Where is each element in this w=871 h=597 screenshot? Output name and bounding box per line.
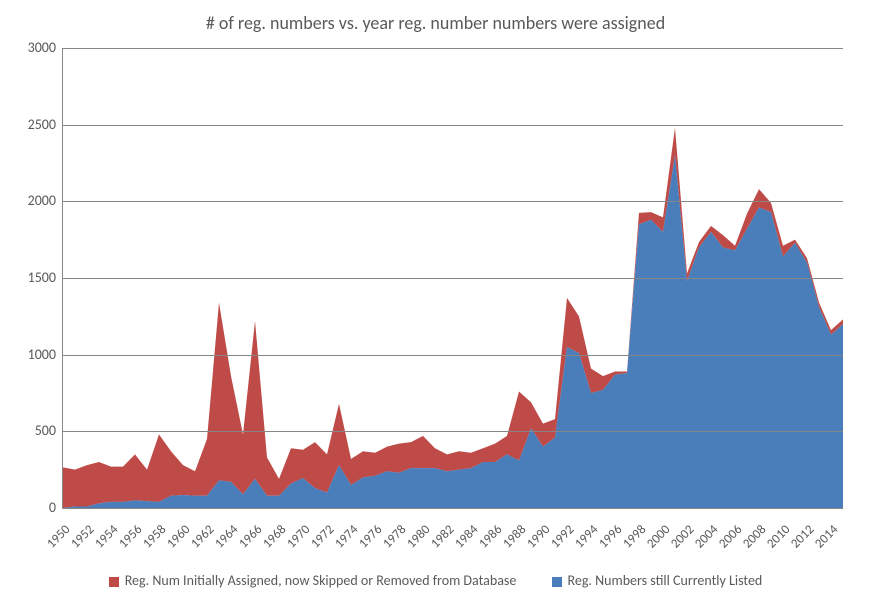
y-tick-label: 1000 xyxy=(0,348,56,362)
x-axis-ticks: 1950195219541956195819601962196419661968… xyxy=(62,512,842,552)
y-tick-label: 3000 xyxy=(0,41,56,55)
gridline xyxy=(63,125,843,126)
legend-swatch-removed xyxy=(109,577,119,587)
y-tick-label: 500 xyxy=(0,424,56,438)
plot-area xyxy=(62,48,843,509)
legend-label-current: Reg. Numbers still Currently Listed xyxy=(568,572,763,589)
gridline xyxy=(63,355,843,356)
gridline xyxy=(63,278,843,279)
legend-swatch-current xyxy=(552,577,562,587)
y-tick-label: 2500 xyxy=(0,118,56,132)
gridline xyxy=(63,48,843,49)
legend-item-removed: Reg. Num Initially Assigned, now Skipped… xyxy=(109,572,517,589)
y-tick-label: 1500 xyxy=(0,271,56,285)
legend-label-removed: Reg. Num Initially Assigned, now Skipped… xyxy=(125,572,517,589)
y-tick-label: 0 xyxy=(0,501,56,515)
chart-container: # of reg. numbers vs. year reg. number n… xyxy=(0,0,871,597)
legend: Reg. Num Initially Assigned, now Skipped… xyxy=(0,571,871,589)
legend-item-current: Reg. Numbers still Currently Listed xyxy=(552,572,763,589)
y-tick-label: 2000 xyxy=(0,194,56,208)
gridline xyxy=(63,201,843,202)
gridline xyxy=(63,431,843,432)
chart-title: # of reg. numbers vs. year reg. number n… xyxy=(0,12,871,34)
